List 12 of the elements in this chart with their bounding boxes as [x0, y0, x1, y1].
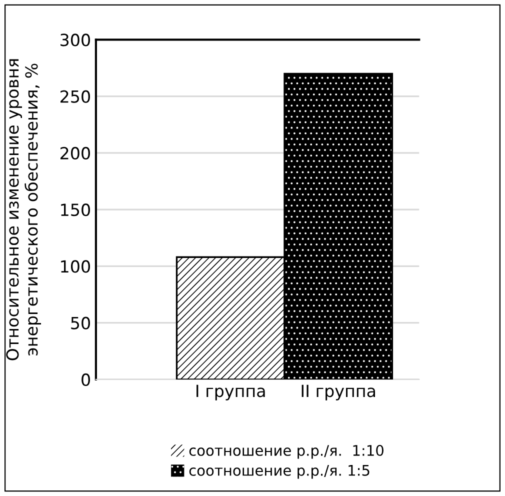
- y-tick-label: 200: [60, 146, 90, 160]
- y-tick-label: 150: [61, 204, 90, 216]
- y-tick-label: 50: [71, 316, 90, 330]
- y-tick-label: 300: [60, 34, 90, 46]
- y-tick-label: 0: [82, 373, 90, 386]
- y-tick-label: 250: [60, 90, 90, 103]
- legend-label: соотношение р.р./я. 1:10: [189, 444, 384, 459]
- y-tick-label: 100: [61, 260, 90, 273]
- legend-label: соотношение р.р./я. 1:5: [189, 465, 370, 479]
- x-tick-label: II группа: [302, 384, 376, 400]
- y-axis-title: Относительное изменение уровня энергетического обеспечения, %: [6, 59, 42, 360]
- x-tick-label: I группа: [196, 384, 265, 400]
